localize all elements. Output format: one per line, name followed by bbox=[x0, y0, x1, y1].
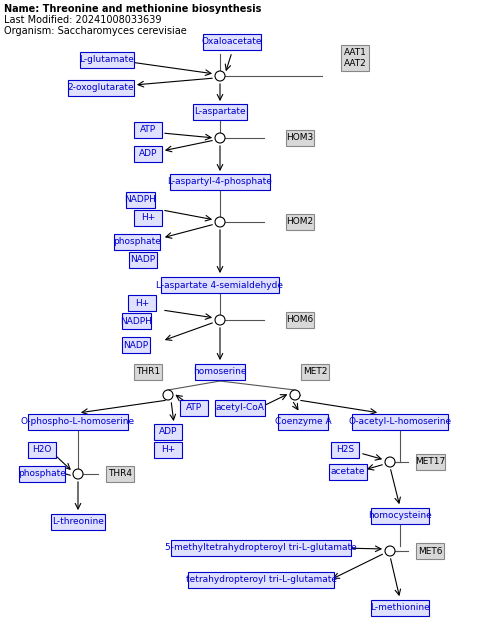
Text: homocysteine: homocysteine bbox=[368, 511, 432, 521]
Text: O-acetyl-L-homoserine: O-acetyl-L-homoserine bbox=[348, 418, 452, 427]
Bar bbox=[286, 312, 314, 328]
Bar bbox=[278, 414, 328, 430]
Bar bbox=[80, 52, 134, 68]
Bar bbox=[28, 414, 128, 430]
Bar bbox=[122, 337, 150, 353]
Text: Last Modified: 20241008033639: Last Modified: 20241008033639 bbox=[4, 15, 161, 25]
Text: MET2: MET2 bbox=[303, 367, 327, 377]
Text: 5-methyltetrahydropteroyl tri-L-glutamate: 5-methyltetrahydropteroyl tri-L-glutamat… bbox=[165, 544, 357, 552]
Text: H2O: H2O bbox=[32, 446, 52, 454]
Text: O-phospho-L-homoserine: O-phospho-L-homoserine bbox=[21, 418, 135, 427]
Bar bbox=[329, 464, 367, 480]
Text: H+: H+ bbox=[135, 298, 149, 308]
Bar bbox=[128, 295, 156, 311]
Bar bbox=[286, 130, 314, 146]
Text: AAT1
AAT2: AAT1 AAT2 bbox=[344, 48, 366, 68]
Circle shape bbox=[290, 390, 300, 400]
Circle shape bbox=[385, 457, 395, 467]
Bar bbox=[371, 600, 429, 616]
Text: ADP: ADP bbox=[139, 150, 157, 159]
Text: MET17: MET17 bbox=[415, 458, 445, 466]
Text: NADP: NADP bbox=[131, 255, 156, 265]
Bar bbox=[134, 210, 162, 226]
Bar bbox=[114, 234, 160, 250]
Text: Coenzyme A: Coenzyme A bbox=[275, 418, 331, 427]
Text: NADP: NADP bbox=[123, 341, 149, 349]
Circle shape bbox=[215, 133, 225, 143]
Text: HOM3: HOM3 bbox=[287, 133, 313, 142]
Text: NADPH: NADPH bbox=[120, 317, 152, 325]
Bar bbox=[134, 122, 162, 138]
Text: Name: Threonine and methionine biosynthesis: Name: Threonine and methionine biosynthe… bbox=[4, 4, 262, 14]
Bar bbox=[129, 252, 157, 268]
Bar bbox=[203, 34, 261, 50]
Bar bbox=[161, 277, 278, 293]
Bar bbox=[154, 424, 182, 440]
Text: acetate: acetate bbox=[331, 468, 365, 477]
Text: tetrahydropteroyl tri-L-glutamate: tetrahydropteroyl tri-L-glutamate bbox=[185, 576, 336, 585]
Bar bbox=[286, 214, 314, 230]
Text: L-aspartate 4-semialdehyde: L-aspartate 4-semialdehyde bbox=[156, 281, 284, 289]
Text: HOM2: HOM2 bbox=[287, 217, 313, 226]
Bar bbox=[416, 543, 444, 559]
Bar bbox=[68, 80, 134, 96]
Text: Organism: Saccharomyces cerevisiae: Organism: Saccharomyces cerevisiae bbox=[4, 26, 187, 36]
Bar bbox=[193, 104, 247, 120]
Bar bbox=[121, 313, 151, 329]
Bar bbox=[188, 572, 334, 588]
Bar bbox=[125, 192, 155, 208]
Bar bbox=[154, 442, 182, 458]
Bar bbox=[341, 45, 369, 71]
Circle shape bbox=[385, 546, 395, 556]
Text: L-methionine: L-methionine bbox=[370, 604, 430, 612]
Bar bbox=[19, 466, 65, 482]
Bar bbox=[134, 146, 162, 162]
Bar bbox=[171, 540, 351, 556]
Text: ADP: ADP bbox=[159, 427, 177, 437]
Text: NADPH: NADPH bbox=[124, 195, 156, 205]
Bar bbox=[106, 466, 134, 482]
Text: phosphate: phosphate bbox=[18, 470, 66, 478]
Text: ATP: ATP bbox=[140, 126, 156, 135]
Bar bbox=[301, 364, 329, 380]
Text: L-aspartate: L-aspartate bbox=[194, 107, 246, 116]
Bar bbox=[180, 400, 208, 416]
Text: ATP: ATP bbox=[186, 403, 202, 413]
Bar bbox=[28, 442, 56, 458]
Text: acetyl-CoA: acetyl-CoA bbox=[216, 403, 264, 413]
Bar bbox=[371, 508, 429, 524]
Text: L-aspartyl-4-phosphate: L-aspartyl-4-phosphate bbox=[168, 178, 273, 186]
Text: homoserine: homoserine bbox=[193, 367, 247, 377]
Bar bbox=[352, 414, 448, 430]
Text: MET6: MET6 bbox=[418, 547, 442, 556]
Text: phosphate: phosphate bbox=[113, 238, 161, 246]
Text: 2-oxoglutarate: 2-oxoglutarate bbox=[68, 83, 134, 92]
Text: H+: H+ bbox=[141, 214, 155, 222]
Text: HOM6: HOM6 bbox=[287, 315, 313, 324]
Bar bbox=[51, 514, 105, 530]
Circle shape bbox=[163, 390, 173, 400]
Bar bbox=[416, 454, 444, 470]
Bar bbox=[215, 400, 265, 416]
Text: L-glutamate: L-glutamate bbox=[80, 56, 134, 64]
Bar bbox=[195, 364, 245, 380]
Circle shape bbox=[215, 71, 225, 81]
Circle shape bbox=[73, 469, 83, 479]
Bar bbox=[170, 174, 270, 190]
Text: H2S: H2S bbox=[336, 446, 354, 454]
Text: THR1: THR1 bbox=[136, 367, 160, 377]
Text: H+: H+ bbox=[161, 446, 175, 454]
Bar bbox=[331, 442, 359, 458]
Bar bbox=[134, 364, 162, 380]
Text: L-threonine: L-threonine bbox=[52, 518, 104, 526]
Text: THR4: THR4 bbox=[108, 470, 132, 478]
Circle shape bbox=[215, 315, 225, 325]
Text: Oxaloacetate: Oxaloacetate bbox=[202, 37, 262, 47]
Circle shape bbox=[215, 217, 225, 227]
